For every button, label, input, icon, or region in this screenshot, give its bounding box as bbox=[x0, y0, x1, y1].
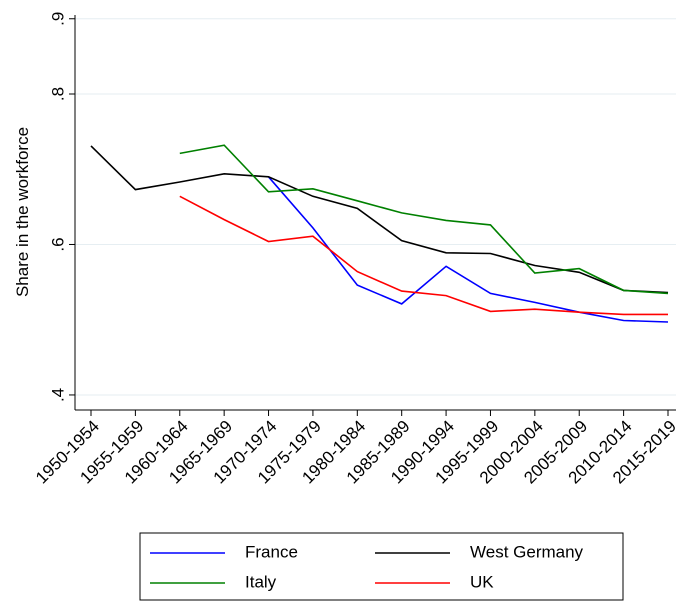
y-tick-label: .4 bbox=[48, 388, 67, 402]
series-line bbox=[267, 176, 669, 323]
series-line bbox=[179, 144, 669, 295]
series-line bbox=[179, 195, 668, 316]
legend-label: West Germany bbox=[470, 542, 584, 561]
legend-label: UK bbox=[470, 572, 494, 591]
y-tick-label: .9 bbox=[48, 12, 67, 26]
legend-label: Italy bbox=[245, 572, 277, 591]
legend-box bbox=[139, 532, 624, 601]
series-line bbox=[90, 145, 669, 294]
y-tick-label: .8 bbox=[48, 87, 67, 101]
y-axis-title: Share in the workforce bbox=[13, 127, 32, 297]
legend-label: France bbox=[245, 542, 298, 561]
y-tick-label: .6 bbox=[48, 237, 67, 251]
